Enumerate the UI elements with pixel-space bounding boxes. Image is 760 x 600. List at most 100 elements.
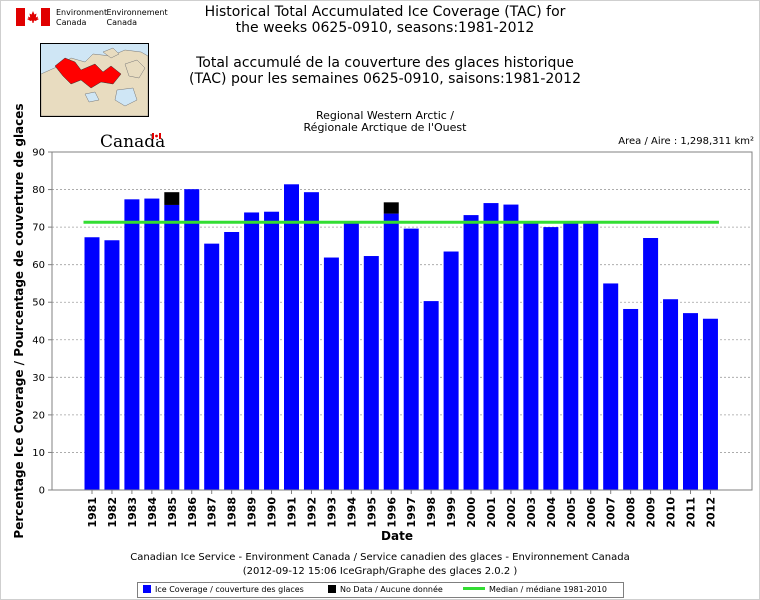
legend-median-swatch [463, 587, 485, 590]
bar-ice-1986 [184, 189, 200, 490]
bar-ice-1981 [84, 237, 100, 490]
title-fr-line1: Total accumulé de la couverture des glac… [196, 55, 574, 71]
region-line2: Régionale Arctique de l'Ouest [303, 121, 467, 134]
x-tick-label: 2000 [465, 497, 478, 528]
x-axis-title: Date [381, 529, 413, 543]
x-tick-label: 1986 [186, 497, 199, 528]
x-tick-label: 2011 [685, 497, 698, 528]
bar-ice-2002 [503, 204, 519, 491]
y-tick-label: 90 [32, 148, 45, 159]
x-tick-label: 1988 [226, 497, 239, 528]
bar-ice-1994 [343, 221, 359, 490]
canada-wordmark-text: Canada [100, 132, 166, 152]
ec-signature: Environment Canada Environnement Canada [56, 8, 168, 28]
x-tick-label: 1983 [126, 497, 139, 528]
x-tick-label: 2002 [505, 497, 518, 528]
bar-ice-1998 [423, 301, 439, 490]
x-tick-label: 2001 [485, 497, 498, 528]
bar-ice-1989 [244, 212, 260, 490]
title-en-line2: the weeks 0625-0910, seasons:1981-2012 [235, 20, 535, 36]
region-map [40, 43, 149, 117]
y-tick-label: 30 [32, 373, 45, 384]
bar-ice-2008 [623, 308, 639, 490]
bar-ice-1982 [104, 240, 120, 490]
x-tick-label: 2008 [625, 497, 638, 528]
bar-nodata-1985 [164, 192, 180, 205]
x-tick-label: 1989 [246, 497, 259, 528]
x-tick-label: 1996 [385, 497, 398, 528]
wordmark-flag-icon [152, 133, 161, 139]
y-axis-title: Percentage Ice Coverage / Pourcentage de… [12, 103, 26, 538]
y-tick-label: 10 [32, 448, 45, 459]
ec-french: Environnement Canada [106, 8, 168, 27]
bar-ice-1990 [264, 211, 280, 491]
x-tick-label: 1991 [286, 497, 299, 528]
bar-ice-2004 [543, 227, 559, 490]
bars [84, 184, 718, 491]
y-tick-label: 70 [32, 223, 45, 234]
x-tick-label: 1984 [146, 497, 159, 528]
bar-ice-1987 [204, 243, 220, 490]
legend-item-nodata: No Data / Aucune donnée [328, 583, 443, 597]
y-tick-label: 0 [39, 486, 45, 497]
x-tick-label: 2005 [565, 497, 578, 528]
x-tick-label: 2007 [605, 497, 618, 528]
bar-ice-2006 [583, 223, 599, 490]
bar-ice-2005 [563, 223, 579, 490]
legend-item-median: Median / médiane 1981-2010 [463, 583, 607, 597]
legend-ice-label: Ice Coverage / couverture des glaces [155, 585, 304, 594]
x-tick-label: 1998 [425, 497, 438, 528]
x-tick-label: 2009 [645, 497, 658, 528]
bar-ice-2009 [643, 238, 659, 490]
bar-ice-2003 [523, 223, 539, 490]
x-tick-label: 1994 [345, 497, 358, 528]
x-tick-label: 1981 [86, 497, 99, 528]
bar-ice-1997 [403, 228, 419, 490]
x-tick-label: 1990 [266, 497, 279, 528]
bar-ice-1999 [443, 251, 459, 490]
legend-nodata-label: No Data / Aucune donnée [340, 585, 443, 594]
bar-ice-2011 [683, 313, 698, 490]
y-tick-label: 60 [32, 260, 45, 271]
title-fr-line2: (TAC) pour les semaines 0625-0910, saiso… [189, 71, 581, 87]
legend-ice-swatch [143, 584, 151, 593]
legend: Ice Coverage / couverture des glaces No … [137, 582, 624, 598]
x-tick-label: 2006 [585, 497, 598, 528]
bar-ice-2007 [603, 283, 619, 490]
x-tick-label: 1993 [325, 497, 338, 528]
x-tick-label: 1985 [166, 497, 179, 528]
ec-english: Environment Canada [56, 8, 108, 27]
bar-ice-1984 [144, 198, 160, 490]
x-tick-label: 1987 [206, 497, 219, 528]
area-label: Area / Aire : 1,298,311 km² [618, 136, 754, 147]
bar-ice-1996 [383, 213, 399, 490]
bar-nodata-1996 [383, 202, 399, 214]
legend-item-ice: Ice Coverage / couverture des glaces [143, 583, 304, 597]
bar-ice-1985 [164, 204, 180, 490]
x-tick-label: 2004 [545, 497, 558, 528]
bar-ice-1988 [224, 231, 240, 490]
y-tick-label: 50 [32, 298, 45, 309]
legend-nodata-swatch [328, 584, 336, 593]
y-tick-label: 20 [32, 410, 45, 421]
x-tick-label: 1999 [445, 497, 458, 528]
bar-ice-1983 [124, 199, 140, 490]
bar-ice-1991 [284, 184, 299, 490]
bar-ice-2001 [483, 203, 499, 490]
bar-ice-2010 [663, 299, 679, 490]
footer-credit: Canadian Ice Service - Environment Canad… [130, 552, 630, 563]
canada-flag-icon [16, 8, 50, 26]
x-tick-label: 2003 [525, 497, 538, 528]
ice-coverage-chart: 0 10 20 30 40 50 60 70 80 90 1981 1982 1983 1984 1985… [12, 103, 753, 543]
y-tick-label: 80 [32, 185, 45, 196]
footer-version: (2012-09-12 15:06 IceGraph/Graphe des gl… [242, 566, 518, 577]
bar-ice-2012 [702, 318, 718, 490]
x-axis-ticks: 1981 1982 1983 1984 1985 1986 1987 1988 1989 1990… [86, 490, 717, 528]
title-en-line1: Historical Total Accumulated Ice Coverag… [204, 4, 566, 20]
bar-ice-1992 [303, 192, 319, 490]
bar-ice-1993 [323, 257, 339, 490]
x-tick-label: 1997 [405, 497, 418, 528]
y-axis-ticks: 0 10 20 30 40 50 60 70 80 90 [32, 148, 52, 497]
y-tick-label: 40 [32, 335, 45, 346]
bar-ice-1995 [363, 256, 379, 490]
